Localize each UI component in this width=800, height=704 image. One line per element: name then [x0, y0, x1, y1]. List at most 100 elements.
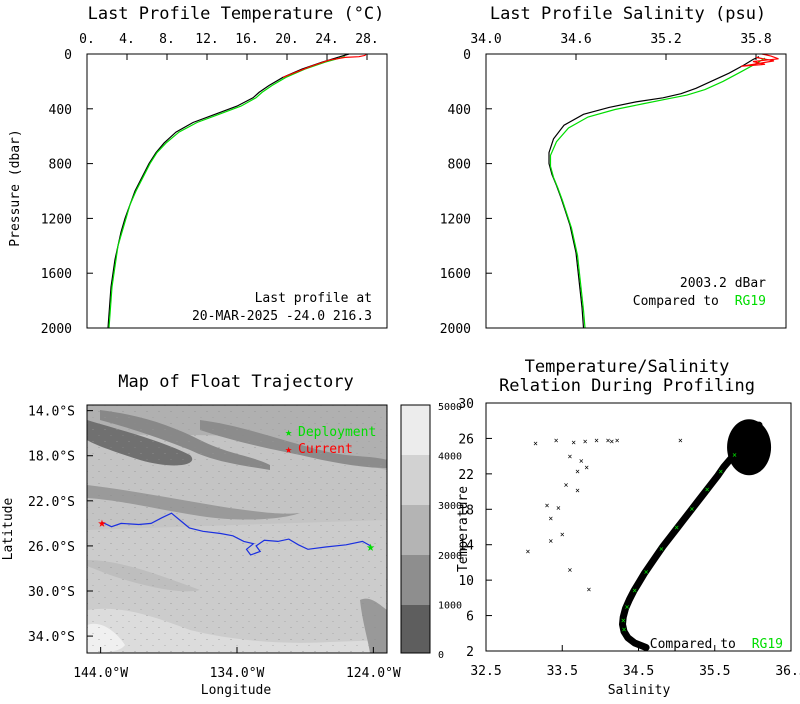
- ts-point: ×: [667, 534, 672, 543]
- y-tick-label: 1200: [41, 212, 72, 227]
- ts-point: ×: [744, 436, 749, 445]
- last-profile-note-line1: Last profile at: [255, 291, 372, 306]
- map-legend: ★ Deployment ★ Current: [285, 425, 376, 457]
- ts-point: ×: [764, 434, 769, 443]
- y-tick-label: 800: [49, 158, 72, 173]
- ts-point: ×: [584, 463, 589, 472]
- depth-colorbar: 5000 4000 3000 2000 1000 0: [400, 402, 462, 661]
- ts-point: ×: [627, 596, 632, 605]
- legend-deployment: Deployment: [298, 425, 376, 440]
- salinity-profile-panel: Last Profile Salinity (psu) 34.0 34.6 35.2…: [440, 4, 787, 337]
- y-tick-label: 0: [463, 48, 471, 63]
- y-tick-label: 400: [448, 103, 471, 118]
- y-tick-label: 1600: [41, 267, 72, 282]
- ts-point: ×: [752, 427, 757, 436]
- ts-point: ×: [621, 613, 626, 622]
- ts-point: ×: [622, 628, 627, 637]
- float-trajectory-line: [101, 512, 371, 556]
- ts-point: ×: [644, 643, 649, 652]
- temperature-plot-frame: [86, 53, 388, 329]
- ts-point: ×: [567, 452, 572, 461]
- deployment-marker: ★: [366, 539, 375, 555]
- ts-point: ×: [620, 620, 625, 629]
- x-tick-label: 12.: [195, 32, 218, 47]
- ts-point: ×: [575, 486, 580, 495]
- latitude-axis-label: Latitude: [1, 498, 16, 561]
- ts-point: ×: [545, 501, 550, 510]
- ts-reference-point: ×: [732, 450, 737, 459]
- ts-point: ×: [654, 551, 659, 560]
- ts-point: ×: [729, 454, 734, 463]
- ts-point: ×: [695, 498, 700, 507]
- ts-point: ×: [757, 421, 762, 430]
- temperature-tick-label: 26: [458, 432, 474, 447]
- ts-reference-point: ×: [625, 603, 630, 612]
- ts-point: ×: [632, 587, 637, 596]
- lat-tick-label: 26.0°S: [28, 540, 75, 555]
- x-tick-label: 8.: [159, 32, 175, 47]
- y-tick-label: 2000: [41, 322, 72, 337]
- longitude-axis-label: Longitude: [201, 683, 272, 698]
- pressure-axis-label: Pressure (dbar): [8, 129, 23, 246]
- ts-point: ×: [587, 585, 592, 594]
- salinity-tick-label: 35.5: [699, 664, 730, 679]
- ts-point: ×: [660, 542, 665, 551]
- profile-line-series-1: [108, 56, 346, 329]
- ts-point: ×: [556, 504, 561, 513]
- colorbar-tick-label: 5000: [438, 402, 462, 413]
- lat-tick-label: 34.0°S: [28, 630, 75, 645]
- ts-reference-point: ×: [659, 544, 664, 553]
- temperature-title: Last Profile Temperature (°C): [88, 4, 385, 24]
- lon-tick-label: 124.0°W: [346, 666, 401, 681]
- ts-point: ×: [678, 436, 683, 445]
- colorbar-tick-label: 0: [438, 650, 444, 661]
- salinity-plot-frame: [485, 53, 787, 329]
- ts-point: ×: [648, 560, 653, 569]
- ts-point: ×: [760, 450, 765, 459]
- ts-point: ×: [548, 514, 553, 523]
- current-position-marker: ★: [98, 515, 107, 531]
- ts-point: ×: [637, 578, 642, 587]
- ts-point: ×: [567, 566, 572, 575]
- ts-point: ×: [709, 480, 714, 489]
- x-tick-label: 35.2: [650, 32, 681, 47]
- ts-point: ×: [606, 436, 611, 445]
- salinity-axis-label: Salinity: [608, 683, 671, 698]
- ts-point: ×: [625, 634, 630, 643]
- colorbar-tick-label: 2000: [438, 551, 462, 562]
- trajectory-map-panel: Map of Float Trajectory Latitude Longitu…: [1, 372, 462, 698]
- last-profile-note-line2: 20-MAR-2025 -24.0 216.3: [192, 309, 372, 324]
- salinity-tick-label: 32.5: [470, 664, 501, 679]
- ts-point: ×: [526, 547, 531, 556]
- x-tick-label: 35.8: [740, 32, 771, 47]
- legend-current: Current: [298, 442, 353, 457]
- ts-reference-point: ×: [632, 586, 637, 595]
- profile-line-series-2: [282, 53, 367, 78]
- ts-reference-point: ×: [622, 625, 627, 634]
- ts-point: ×: [575, 467, 580, 476]
- ts-point: ×: [548, 536, 553, 545]
- ts-plot-frame: [485, 402, 792, 652]
- x-tick-label: 20.: [275, 32, 298, 47]
- salinity-title: Last Profile Salinity (psu): [490, 4, 766, 24]
- map-frame: [86, 404, 388, 654]
- ts-point: ×: [728, 440, 733, 449]
- ts-point: ×: [583, 437, 588, 446]
- ts-point: ×: [533, 439, 538, 448]
- bathymetry: [87, 405, 387, 653]
- x-tick-label: 4.: [119, 32, 135, 47]
- lat-tick-label: 30.0°S: [28, 585, 75, 600]
- ts-point: ×: [688, 507, 693, 516]
- ts-compared-text: Compared to: [650, 637, 736, 652]
- salinity-tick-label: 36.5: [775, 664, 800, 679]
- ts-point: ×: [564, 480, 569, 489]
- temperature-tick-label: 30: [458, 397, 474, 412]
- ts-point: ×: [571, 438, 576, 447]
- ts-point: ×: [715, 472, 720, 481]
- ts-diagram-panel: Temperature/Salinity Relation During Pro…: [456, 357, 800, 698]
- colorbar-tick-label: 3000: [438, 501, 462, 512]
- y-tick-label: 0: [64, 48, 72, 63]
- ts-point: ×: [615, 436, 620, 445]
- ts-point: ×: [737, 445, 742, 454]
